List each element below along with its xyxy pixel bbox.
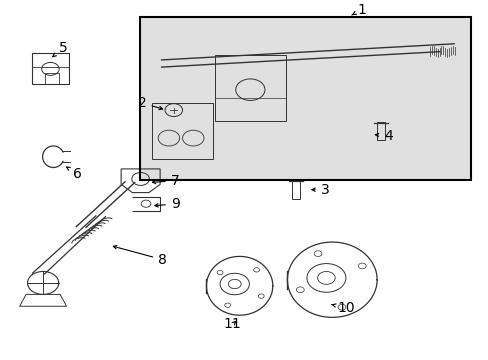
Text: 1: 1 bbox=[351, 3, 365, 17]
Text: 8: 8 bbox=[113, 246, 167, 267]
Text: 4: 4 bbox=[374, 129, 392, 143]
Bar bbox=[215, 55, 285, 121]
Bar bbox=[291, 179, 299, 199]
Text: 7: 7 bbox=[152, 174, 179, 188]
Text: 11: 11 bbox=[224, 317, 241, 331]
Text: 2: 2 bbox=[138, 96, 163, 110]
Text: 6: 6 bbox=[66, 167, 81, 181]
Bar bbox=[140, 17, 470, 180]
Text: 10: 10 bbox=[331, 301, 354, 315]
Bar bbox=[44, 73, 59, 84]
Bar bbox=[32, 54, 69, 84]
Text: 9: 9 bbox=[155, 197, 179, 211]
Text: 3: 3 bbox=[311, 183, 328, 197]
Bar bbox=[376, 122, 384, 140]
Bar bbox=[140, 17, 470, 180]
Text: 5: 5 bbox=[53, 41, 67, 57]
Bar bbox=[152, 103, 212, 158]
